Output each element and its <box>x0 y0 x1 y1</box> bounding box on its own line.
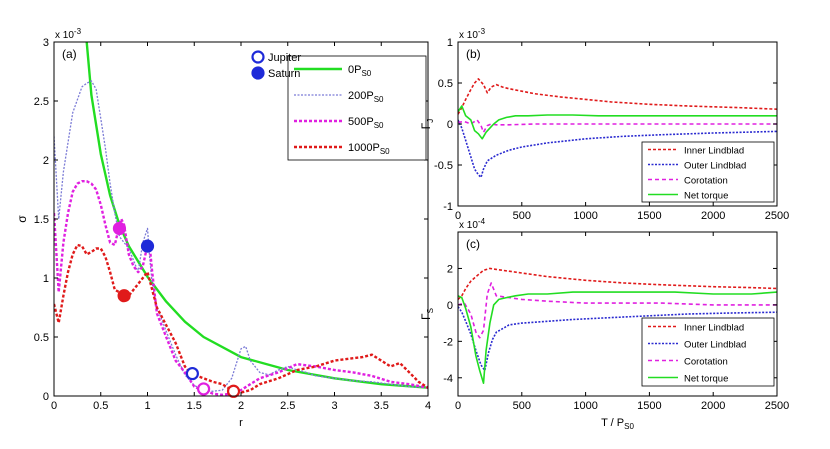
series-line-corotation <box>458 119 777 133</box>
saturn-marker <box>112 221 127 236</box>
legend-label: 1000PS0 <box>348 142 390 156</box>
x-axis-label: r <box>239 417 243 429</box>
legend-box <box>641 141 775 203</box>
x-tick-label: 500 <box>513 210 531 222</box>
x-tick-label: 0.5 <box>93 400 108 412</box>
y-exponent-label: x 10-3 <box>459 27 486 41</box>
panel-label: (b) <box>466 47 481 61</box>
y-tick-label: 1.5 <box>34 214 49 226</box>
legend-label: 200PS0 <box>348 90 384 104</box>
x-tick-label: 1500 <box>637 400 661 412</box>
panel-c-plot: 0 500 1000 1500 2000 2500 -4 -2 0 2 x 10-4 (c) T / P… <box>419 217 789 431</box>
y-axis-label: σ <box>15 215 29 223</box>
saturn-marker <box>117 289 131 303</box>
y-axis-label: ΓJ <box>419 119 435 130</box>
legend-label: Corotation <box>684 357 728 368</box>
series-line-net-torque <box>458 105 777 140</box>
jupiter-legend-marker <box>251 50 265 64</box>
series-line-200p <box>54 80 428 392</box>
legend-label: Inner Lindblad <box>684 323 744 334</box>
x-tick-label: 1500 <box>637 210 661 222</box>
panel-label: (c) <box>466 237 480 251</box>
saturn-legend-label: Saturn <box>268 68 300 80</box>
x-tick-label: 1000 <box>573 210 597 222</box>
series-line-inner-lindblad <box>458 267 777 300</box>
x-tick-label: 2500 <box>765 210 789 222</box>
legend-label: Net torque <box>684 374 728 385</box>
x-tick-label: 1 <box>144 400 150 412</box>
legend-label: Inner Lindblad <box>684 146 744 157</box>
series-line-outer-lindblad <box>458 119 777 179</box>
y-tick-label: 3 <box>43 37 49 49</box>
y-axis-label: ΓS <box>419 308 435 320</box>
x-tick-label: 1.5 <box>187 400 202 412</box>
series-line-inner-lindblad <box>458 78 777 115</box>
series-line-1000p <box>54 243 428 394</box>
y-tick-label: 2.5 <box>34 96 49 108</box>
y-tick-label: -4 <box>443 373 453 385</box>
y-tick-label: 0 <box>447 119 453 131</box>
panel-b-plot: 0 500 1000 1500 2000 2500 -1 -0.5 0 0.5 1 x 10-3 (b)… <box>419 27 789 222</box>
x-tick-label: 2 <box>238 400 244 412</box>
x-tick-label: 0 <box>51 400 57 412</box>
series-line-outer-lindblad <box>458 306 777 372</box>
jupiter-marker <box>197 382 211 396</box>
jupiter-legend-label: Jupiter <box>268 52 301 64</box>
y-tick-label: 0.5 <box>438 78 453 90</box>
saturn-marker <box>140 239 155 253</box>
y-tick-label: -2 <box>443 336 453 348</box>
series-line-net-torque <box>458 291 777 385</box>
series-line-0p <box>85 42 428 389</box>
y-tick-label: 0 <box>43 391 49 403</box>
jupiter-marker <box>226 384 241 398</box>
x-axis-label: T / PS0 <box>601 417 634 431</box>
y-tick-label: 0.5 <box>34 332 49 344</box>
y-tick-label: -1 <box>443 201 453 213</box>
y-exponent-label: x 10-3 <box>55 27 82 41</box>
legend-label: 0PS0 <box>348 64 372 78</box>
x-tick-label: 3 <box>331 400 337 412</box>
axes-box <box>457 231 778 397</box>
y-exponent-label: x 10-4 <box>459 217 486 231</box>
legend-label: 500PS0 <box>348 116 384 130</box>
y-tick-label: 1 <box>43 273 49 285</box>
x-tick-label: 2500 <box>765 400 789 412</box>
x-tick-label: 2.5 <box>280 400 295 412</box>
y-tick-label: 1 <box>447 37 453 49</box>
legend-label: Outer Lindblad <box>684 340 746 351</box>
jupiter-marker <box>185 366 199 381</box>
x-tick-label: 0 <box>455 210 461 222</box>
x-tick-label: 3.5 <box>374 400 389 412</box>
x-tick-label: 2000 <box>701 400 725 412</box>
panel-a-plot: 0 0.5 1 1.5 2 2.5 3 3.5 4 0 0.5 1 1.5 2 2.5 3 x 10-3 (a) r… <box>15 27 431 429</box>
x-tick-label: 4 <box>425 400 431 412</box>
x-tick-label: 1000 <box>573 400 597 412</box>
series-line-500p <box>54 179 428 396</box>
legend-label: Net torque <box>684 191 728 202</box>
legend-label: Outer Lindblad <box>684 161 746 172</box>
legend-box <box>287 55 427 161</box>
saturn-legend-marker <box>251 66 265 80</box>
legend-label: Corotation <box>684 176 728 187</box>
y-tick-label: 0 <box>447 300 453 312</box>
y-tick-label: -0.5 <box>434 160 453 172</box>
series-group <box>458 78 777 179</box>
y-tick-label: 2 <box>43 155 49 167</box>
series-group <box>54 42 428 396</box>
x-tick-label: 2000 <box>701 210 725 222</box>
series-line-corotation <box>458 282 777 339</box>
y-tick-label: 2 <box>447 263 453 275</box>
panel-label: (a) <box>62 47 77 61</box>
series-group <box>458 267 777 385</box>
x-tick-label: 0 <box>455 400 461 412</box>
legend-box <box>641 317 775 387</box>
x-tick-label: 500 <box>513 400 531 412</box>
